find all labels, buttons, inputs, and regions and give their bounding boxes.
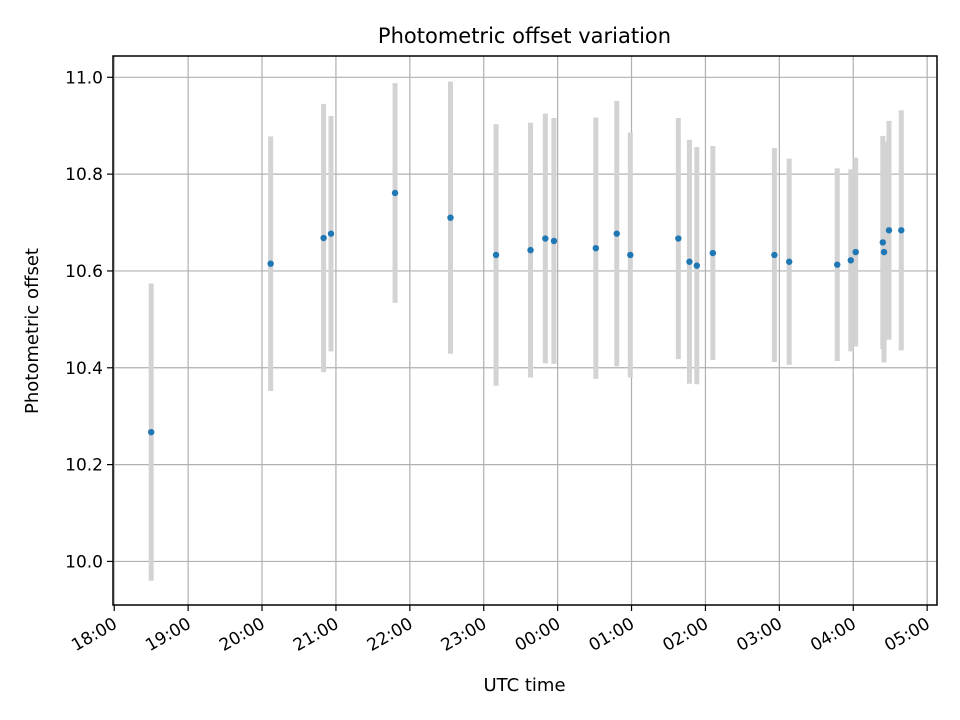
y-tick-label: 10.4 bbox=[65, 359, 103, 379]
data-point bbox=[492, 251, 500, 259]
data-point bbox=[686, 258, 693, 265]
y-tick-label: 10.8 bbox=[65, 165, 103, 185]
grid-layer bbox=[113, 56, 937, 605]
data-point bbox=[709, 249, 717, 257]
data-point bbox=[834, 261, 841, 268]
data-point bbox=[391, 189, 399, 197]
plot-frame bbox=[112, 55, 938, 606]
data-point bbox=[627, 251, 634, 259]
data-point bbox=[147, 428, 155, 436]
y-tick-label: 10.6 bbox=[65, 262, 103, 282]
data-point bbox=[879, 239, 887, 246]
data-point bbox=[527, 246, 534, 254]
data-point bbox=[267, 260, 274, 267]
data-point bbox=[880, 248, 888, 256]
data-point bbox=[771, 251, 778, 259]
data-point bbox=[447, 214, 454, 221]
data-point bbox=[592, 244, 600, 252]
data-point bbox=[898, 227, 905, 234]
data-point bbox=[693, 262, 701, 269]
data-point bbox=[320, 234, 327, 242]
y-tick-label: 10.2 bbox=[65, 456, 103, 476]
data-point bbox=[785, 258, 793, 265]
data-point bbox=[852, 248, 859, 256]
data-point bbox=[885, 227, 893, 234]
point-layer bbox=[147, 189, 905, 436]
data-point bbox=[847, 257, 854, 264]
chart-title: Photometric offset variation bbox=[378, 24, 671, 48]
data-point bbox=[613, 230, 620, 237]
y-tick-label: 11.0 bbox=[65, 68, 103, 88]
y-axis-label: Photometric offset bbox=[22, 248, 43, 414]
data-point bbox=[327, 230, 335, 237]
y-tick-label: 10.0 bbox=[65, 552, 103, 572]
data-point bbox=[675, 235, 682, 242]
data-point bbox=[550, 237, 558, 245]
data-point bbox=[542, 235, 549, 242]
x-axis-label: UTC time bbox=[483, 675, 565, 696]
